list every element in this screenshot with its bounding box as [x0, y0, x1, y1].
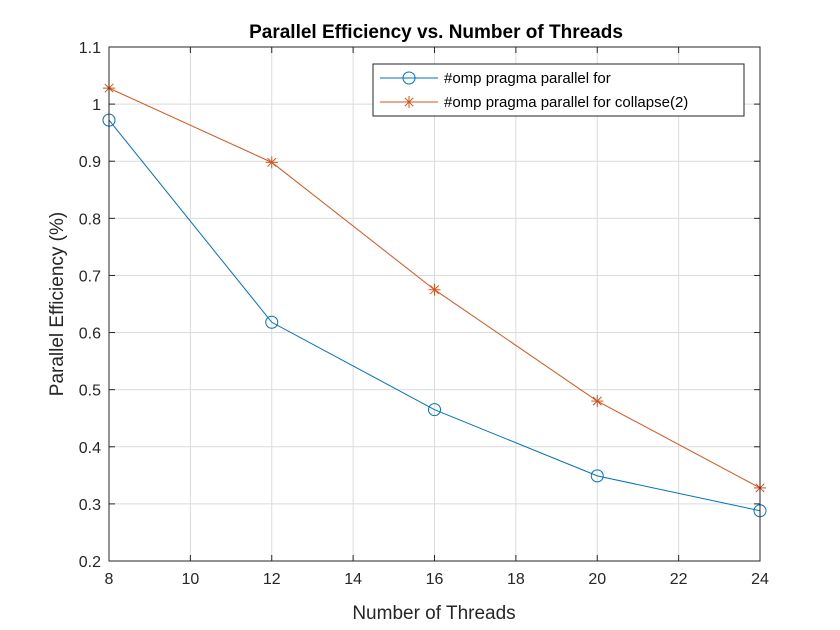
series-line-parallel-for — [108, 119, 761, 512]
x-tick-label: 24 — [751, 571, 769, 588]
data-point-collapse — [591, 395, 604, 408]
y-tick-label: 0.5 — [79, 383, 101, 400]
x-axis-label: Number of Threads — [352, 603, 515, 624]
x-tick-label: 8 — [105, 571, 114, 588]
x-tick-label: 14 — [344, 571, 362, 588]
legend-label-parallel-for: #omp pragma parallel for — [444, 70, 611, 87]
x-tick-label: 20 — [588, 571, 606, 588]
series-layer — [102, 82, 767, 518]
chart-title: Parallel Efficiency vs. Number of Thread… — [249, 22, 623, 43]
data-point-collapse — [265, 156, 278, 169]
x-tick-label: 22 — [670, 571, 688, 588]
y-tick-label: 1.1 — [79, 40, 101, 57]
y-tick-label: 0.6 — [79, 326, 101, 343]
legend-asterisk-marker — [403, 96, 415, 108]
y-tick-label: 1 — [92, 97, 101, 114]
legend-box — [372, 63, 745, 117]
x-tick-label: 10 — [181, 571, 199, 588]
y-axis: 0.2 0.3 0.4 0.5 0.6 0.7 0.8 0.9 1 1.1 — [79, 40, 760, 571]
y-tick-label: 0.3 — [79, 497, 101, 514]
y-tick-label: 0.4 — [79, 440, 101, 457]
x-axis: 8 10 12 14 16 18 20 22 24 — [105, 47, 769, 588]
y-tick-label: 0.8 — [79, 211, 101, 228]
data-point-collapse — [428, 283, 441, 296]
grid — [108, 46, 761, 562]
legend-circle-marker — [402, 71, 416, 85]
data-point-parallel-for — [428, 403, 441, 417]
x-tick-label: 12 — [263, 571, 281, 588]
y-tick-label: 0.2 — [79, 554, 101, 571]
legend: #omp pragma parallel for #omp pragma par… — [372, 63, 745, 117]
data-point-parallel-for — [265, 315, 279, 329]
y-axis-label: Parallel Efficiency (%) — [47, 212, 68, 396]
x-tick-label: 16 — [426, 571, 444, 588]
legend-label-collapse: #omp pragma parallel for collapse(2) — [444, 94, 688, 111]
y-tick-label: 0.7 — [79, 268, 101, 285]
data-point-parallel-for — [590, 469, 604, 483]
y-tick-label: 0.9 — [79, 154, 101, 171]
x-tick-label: 18 — [507, 571, 525, 588]
